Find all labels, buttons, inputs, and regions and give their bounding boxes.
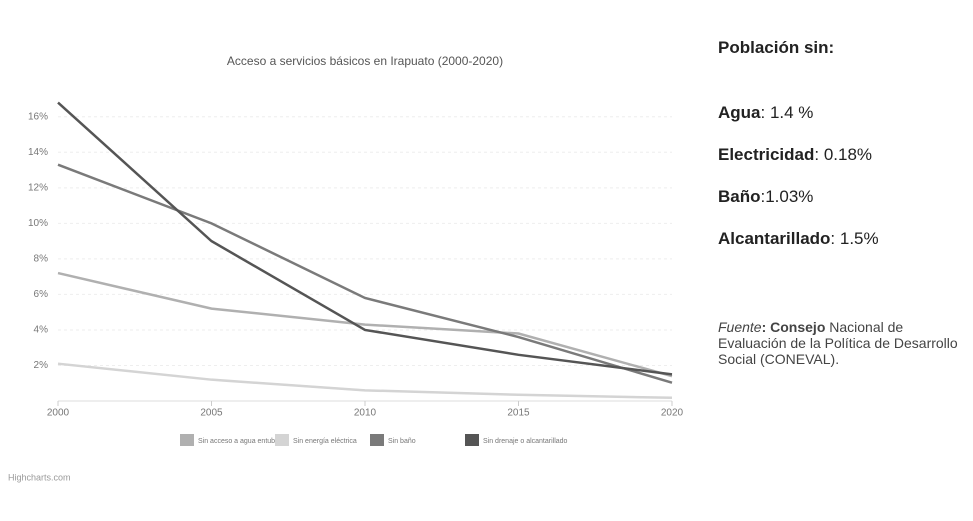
y-tick-label: 14% [28,147,48,158]
y-tick-label: 6% [34,289,49,300]
item: Agua: 1.4 % [718,103,958,123]
series-line [57,101,673,376]
info-panel: Población sin: Agua: 1.4 % Electricidad: … [718,38,958,367]
item-value: : 0.18% [814,145,873,164]
item: Alcantarillado: 1.5% [718,229,958,249]
chart: Acceso a servicios básicos en Irapuato (… [8,54,684,482]
item: Baño:1.03% [718,187,958,207]
credits: Highcharts.com [8,472,71,482]
x-tick-label: 2020 [661,408,684,419]
series-line [57,271,673,378]
source-text: Nacional de Evaluación de la Política de… [718,319,958,367]
source: Fuente: Consejo Nacional de Evaluación d… [718,319,958,367]
y-tick-label: 8% [34,254,49,265]
item-label: Alcantarillado [718,229,831,248]
series-line [57,163,673,384]
y-tick-label: 16% [28,111,48,122]
y-tick-label: 2% [34,360,49,371]
legend-swatch [465,434,479,446]
x-tick-label: 2010 [354,408,377,419]
y-tick-label: 10% [28,218,48,229]
legend-swatch [180,434,194,446]
legend-swatch [370,434,384,446]
source-org: : Consejo [761,319,826,335]
x-tick-label: 2015 [507,408,530,419]
series-line [57,362,673,400]
legend-label: Sin baño [388,438,416,445]
items: Agua: 1.4 % Electricidad: 0.18% Baño:1.03%… [718,103,958,249]
x-tick-label: 2005 [200,408,223,419]
item-label: Electricidad [718,145,815,164]
item-value: : 1.4 % [760,103,814,122]
item-value: :1.03% [760,187,814,206]
legend-label: Sin acceso a agua entubada [198,438,287,445]
y-tick-label: 4% [34,325,49,336]
heading: Población sin: [718,38,835,57]
chart-title: Acceso a servicios básicos en Irapuato (… [227,54,503,68]
legend-swatch [275,434,289,446]
x-tick-label: 2000 [47,408,70,419]
item: Electricidad: 0.18% [718,145,958,165]
source-label: Fuente [718,319,762,335]
y-tick-label: 12% [28,182,48,193]
legend-label: Sin drenaje o alcantarillado [483,438,568,445]
item-label: Baño [718,187,761,206]
item-value: : 1.5% [830,229,879,248]
legend-label: Sin energía eléctrica [293,438,357,445]
item-label: Agua [718,103,761,122]
